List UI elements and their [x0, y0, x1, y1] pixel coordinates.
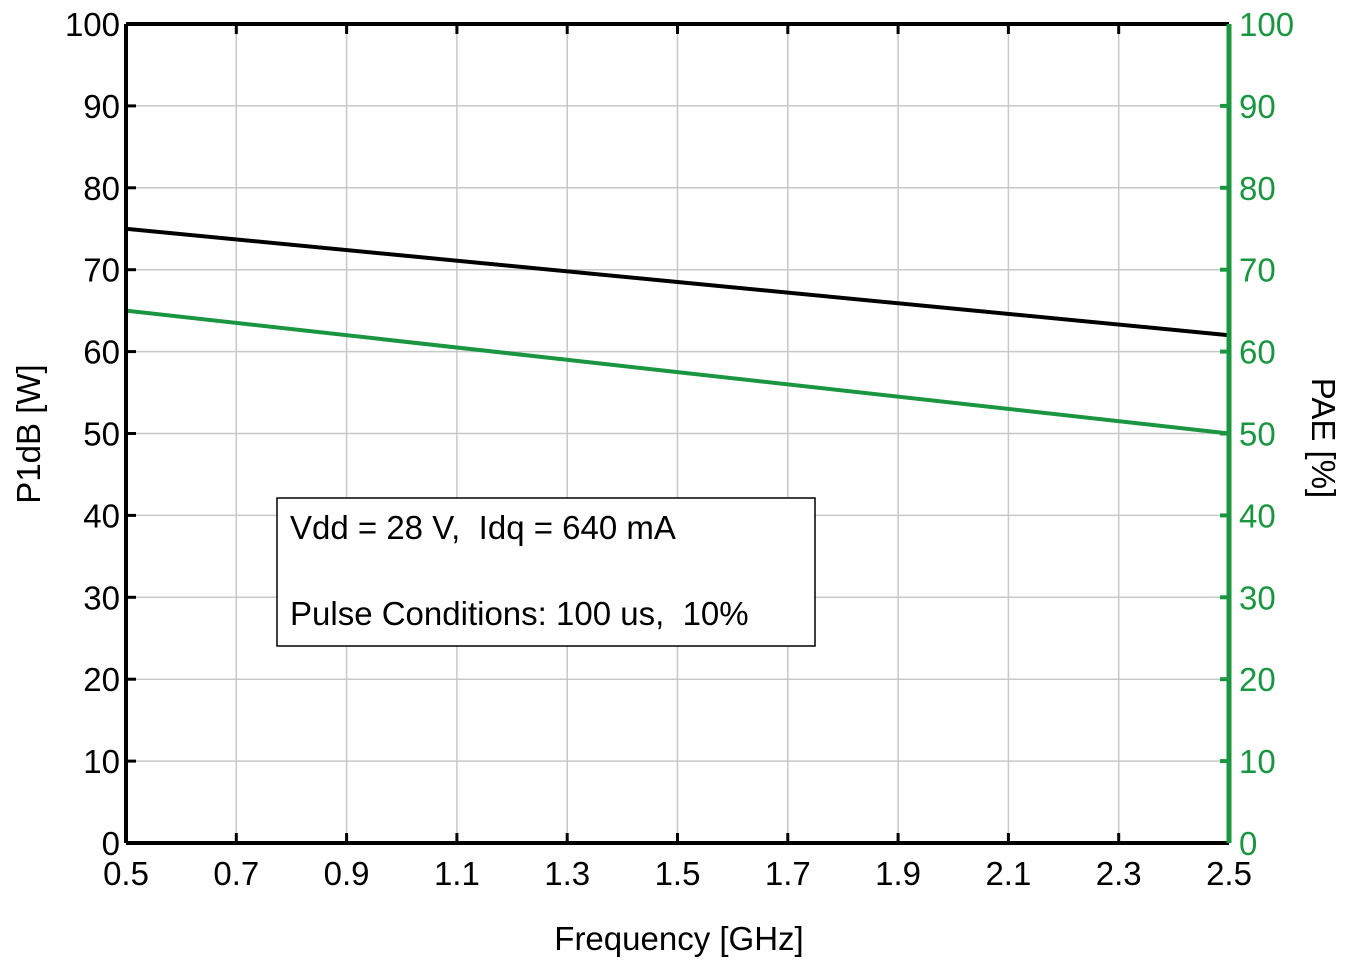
x-tick-label: 2.3 — [1096, 855, 1142, 892]
y-tick-label-right: 80 — [1239, 170, 1276, 207]
y-tick-label-right: 70 — [1239, 252, 1276, 289]
y-tick-label-left: 20 — [83, 661, 120, 698]
x-tick-label: 1.7 — [765, 855, 811, 892]
x-axis-title: Frequency [GHz] — [554, 920, 803, 957]
y-tick-label-left: 50 — [83, 416, 120, 453]
x-tick-label: 0.5 — [103, 855, 149, 892]
y-tick-label-right: 90 — [1239, 88, 1276, 125]
grid — [126, 24, 1229, 843]
series-layer — [125, 226, 1230, 436]
x-tick-label: 2.1 — [985, 855, 1031, 892]
annotation-line-1: Vdd = 28 V, Idq = 640 mA — [290, 509, 676, 546]
x-tick-label: 1.5 — [655, 855, 701, 892]
y-tick-label-left: 30 — [83, 579, 120, 616]
x-tick-label: 2.5 — [1206, 855, 1252, 892]
y-tick-label-left: 80 — [83, 170, 120, 207]
x-tick-label: 1.3 — [544, 855, 590, 892]
y-tick-label-left: 70 — [83, 252, 120, 289]
x-tick-label: 0.7 — [213, 855, 259, 892]
series-line-p1db — [125, 226, 1230, 338]
y-tick-label-right: 30 — [1239, 579, 1276, 616]
y-tick-label-right: 20 — [1239, 661, 1276, 698]
y-tick-label-right: 60 — [1239, 334, 1276, 371]
y-tick-label-right: 0 — [1239, 825, 1257, 862]
series-line-pae — [125, 308, 1230, 436]
y-tick-label-right: 50 — [1239, 416, 1276, 453]
y-tick-label-right: 10 — [1239, 743, 1276, 780]
axes: 0.5 0.7 0.9 1.1 1.3 1.5 1.7 1.9 2.1 2.3 2.50102030… — [65, 6, 1294, 892]
annotation-box: Vdd = 28 V, Idq = 640 mA Pulse Condition… — [276, 497, 816, 647]
y-axis-title-left: P1dB [W] — [10, 364, 47, 503]
y-tick-label-left: 0 — [102, 825, 120, 862]
y-tick-label-right: 40 — [1239, 497, 1276, 534]
y-tick-label-left: 90 — [83, 88, 120, 125]
x-tick-label: 1.9 — [875, 855, 921, 892]
y-axis-title-right: PAE [%] — [1305, 378, 1342, 498]
y-tick-label-left: 100 — [65, 6, 120, 43]
x-tick-label: 0.9 — [324, 855, 370, 892]
annotation-frame — [276, 497, 816, 647]
x-tick-label: 1.1 — [434, 855, 480, 892]
y-tick-label-right: 100 — [1239, 6, 1294, 43]
y-tick-label-left: 60 — [83, 334, 120, 371]
y-tick-label-left: 10 — [83, 743, 120, 780]
y-tick-label-left: 40 — [83, 497, 120, 534]
annotation-line-2: Pulse Conditions: 100 us, 10% — [290, 595, 749, 632]
